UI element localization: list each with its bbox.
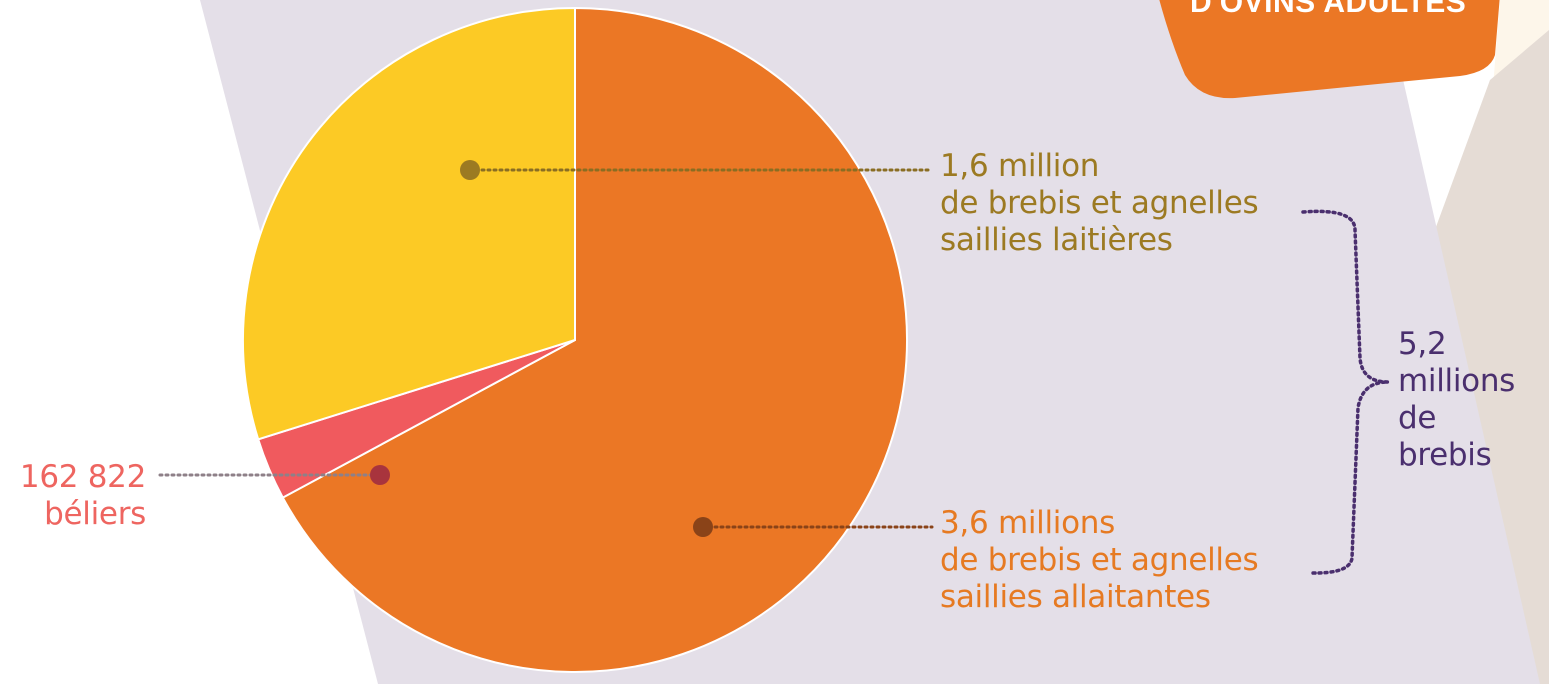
label-rams-value: 162 822 <box>19 459 146 495</box>
label-suckler-value: 3,6 millions <box>940 505 1115 541</box>
dot-dairy <box>460 160 480 180</box>
badge-title: D'OVINS ADULTES <box>1190 0 1467 19</box>
label-dairy: 1,6 million de brebis et agnelles sailli… <box>940 148 1259 259</box>
label-suckler-line3: saillies allaitantes <box>940 579 1211 615</box>
label-total-line2: millions <box>1398 363 1516 399</box>
label-rams: 162 822 béliers <box>10 459 146 533</box>
pie-chart <box>242 6 908 673</box>
badge-shape <box>1159 0 1500 99</box>
label-suckler-line2: de brebis et agnelles <box>940 542 1259 578</box>
label-rams-line2: béliers <box>44 496 146 532</box>
total-bracket <box>1301 209 1389 575</box>
slice-dairy-ewes <box>242 6 576 441</box>
label-total-ewes: 5,2 millions de brebis <box>1398 326 1515 474</box>
label-dairy-line2: de brebis et agnelles <box>940 185 1259 221</box>
label-dairy-line3: saillies laitières <box>940 222 1173 258</box>
label-total-line4: brebis <box>1398 437 1492 473</box>
label-suckler: 3,6 millions de brebis et agnelles saill… <box>940 505 1259 616</box>
slice-suckler-ewes <box>281 6 908 673</box>
label-total-line3: de <box>1398 400 1437 436</box>
label-dairy-value: 1,6 million <box>940 148 1100 184</box>
label-total-line1: 5,2 <box>1398 326 1447 362</box>
dot-suckler <box>693 517 713 537</box>
leader-lines <box>158 160 934 537</box>
dot-rams <box>370 465 390 485</box>
